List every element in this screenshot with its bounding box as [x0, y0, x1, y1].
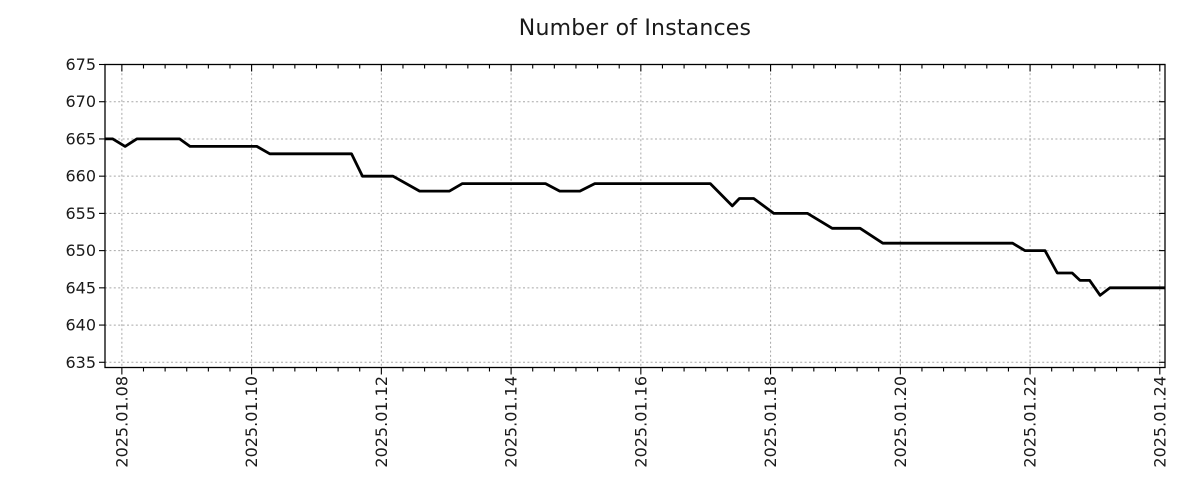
- x-tick-label: 2025.01.08: [112, 376, 131, 468]
- y-tick-label: 670: [65, 92, 96, 111]
- x-tick-label: 2025.01.20: [891, 376, 910, 468]
- series-line: [105, 137, 1165, 297]
- y-tick-label: 645: [65, 278, 96, 297]
- y-tick-label: 635: [65, 353, 96, 372]
- plot-border: [104, 63, 1166, 369]
- x-tick-label: 2025.01.18: [761, 376, 780, 468]
- chart-title: Number of Instances: [518, 16, 752, 41]
- y-tick-label: 640: [65, 316, 96, 335]
- tick-marks: [99, 63, 1165, 375]
- axis-spines: [104, 63, 1166, 369]
- y-tick-label: 650: [65, 241, 96, 260]
- y-tick-label: 665: [65, 129, 96, 148]
- x-tick-labels: 2025.01.08 2025.01.10 2025.01.12 2025.01.14…: [112, 376, 1169, 468]
- grid-lines: [105, 64, 1165, 368]
- x-tick-label: 2025.01.12: [372, 376, 391, 468]
- y-tick-label: 655: [65, 204, 96, 223]
- x-tick-label: 2025.01.22: [1021, 376, 1040, 468]
- x-tick-label: 2025.01.24: [1150, 376, 1169, 468]
- y-tick-label: 675: [65, 55, 96, 74]
- y-tick-labels: 635 640 645 650 655 660 665 670 675: [65, 55, 96, 372]
- y-tick-label: 660: [65, 167, 96, 186]
- x-tick-label: 2025.01.10: [242, 376, 261, 468]
- x-tick-label: 2025.01.16: [631, 376, 650, 468]
- series-lines: [105, 137, 1165, 297]
- x-tick-label: 2025.01.14: [502, 376, 521, 468]
